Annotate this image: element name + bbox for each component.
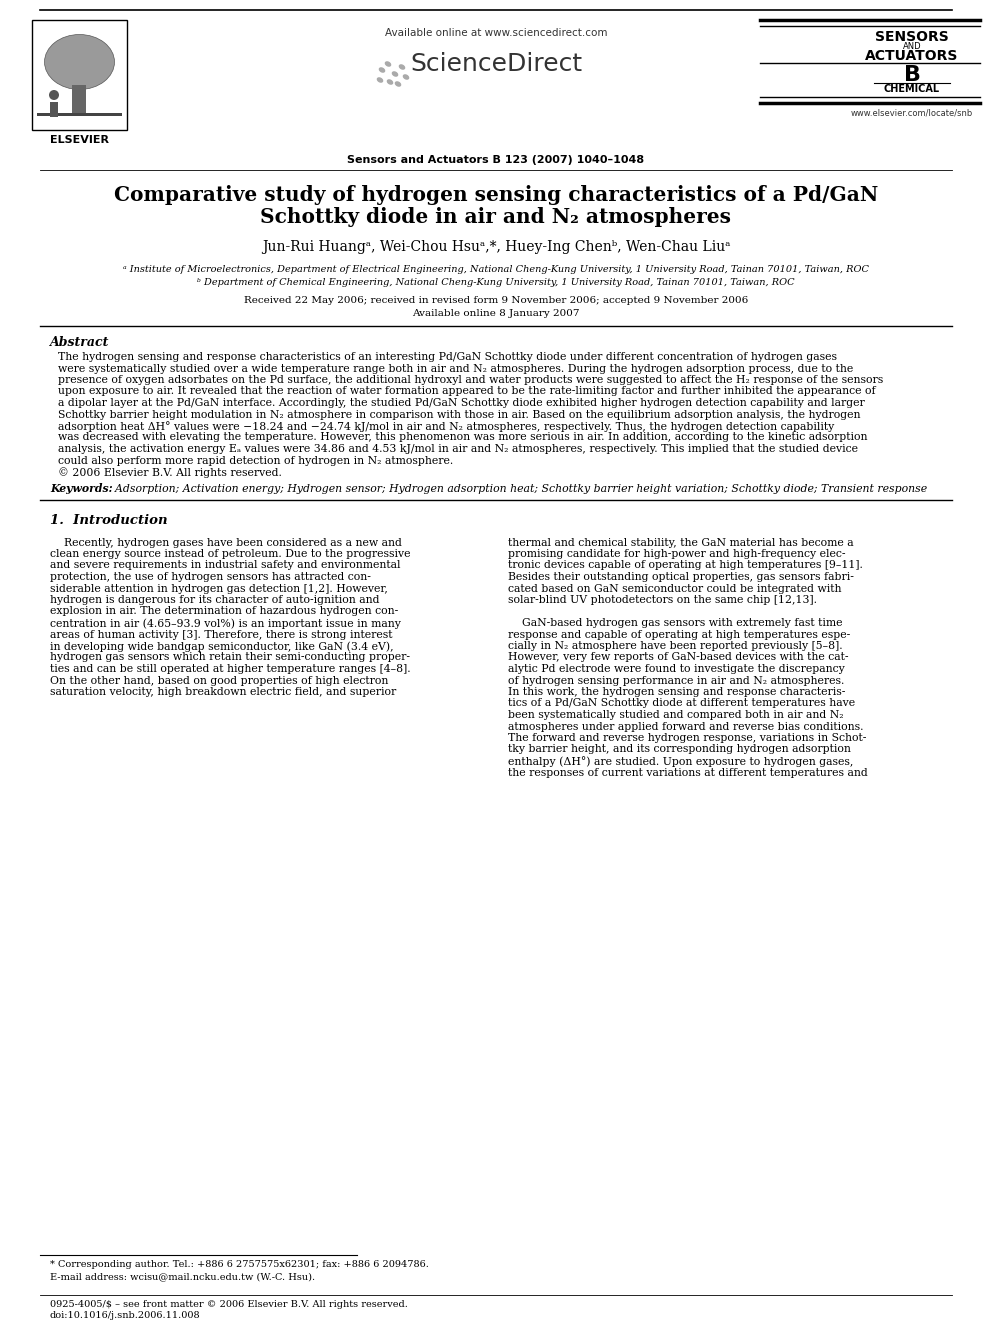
Text: In this work, the hydrogen sensing and response characteris-: In this work, the hydrogen sensing and r… bbox=[508, 687, 845, 697]
Text: ScienceDirect: ScienceDirect bbox=[410, 52, 582, 75]
Text: On the other hand, based on good properties of high electron: On the other hand, based on good propert… bbox=[50, 676, 389, 685]
Text: could also perform more rapid detection of hydrogen in N₂ atmosphere.: could also perform more rapid detection … bbox=[58, 455, 453, 466]
Text: saturation velocity, high breakdown electric field, and superior: saturation velocity, high breakdown elec… bbox=[50, 687, 396, 697]
Text: ᵃ Institute of Microelectronics, Department of Electrical Engineering, National : ᵃ Institute of Microelectronics, Departm… bbox=[123, 265, 869, 274]
Text: tronic devices capable of operating at high temperatures [9–11].: tronic devices capable of operating at h… bbox=[508, 561, 863, 570]
Ellipse shape bbox=[399, 65, 406, 70]
Text: cated based on GaN semiconductor could be integrated with: cated based on GaN semiconductor could b… bbox=[508, 583, 841, 594]
Text: * Corresponding author. Tel.: +886 6 2757575x62301; fax: +886 6 2094786.: * Corresponding author. Tel.: +886 6 275… bbox=[50, 1259, 429, 1269]
Text: in developing wide bandgap semiconductor, like GaN (3.4 eV),: in developing wide bandgap semiconductor… bbox=[50, 642, 394, 651]
Ellipse shape bbox=[45, 34, 114, 90]
Text: www.elsevier.com/locate/snb: www.elsevier.com/locate/snb bbox=[851, 108, 973, 116]
Text: However, very few reports of GaN-based devices with the cat-: However, very few reports of GaN-based d… bbox=[508, 652, 848, 663]
Text: atmospheres under applied forward and reverse bias conditions.: atmospheres under applied forward and re… bbox=[508, 721, 863, 732]
Text: thermal and chemical stability, the GaN material has become a: thermal and chemical stability, the GaN … bbox=[508, 537, 854, 548]
Text: Schottky barrier height modulation in N₂ atmosphere in comparison with those in : Schottky barrier height modulation in N₂… bbox=[58, 410, 860, 419]
Text: tics of a Pd/GaN Schottky diode at different temperatures have: tics of a Pd/GaN Schottky diode at diffe… bbox=[508, 699, 855, 709]
Text: a dipolar layer at the Pd/GaN interface. Accordingly, the studied Pd/GaN Schottk: a dipolar layer at the Pd/GaN interface.… bbox=[58, 398, 865, 407]
Text: explosion in air. The determination of hazardous hydrogen con-: explosion in air. The determination of h… bbox=[50, 606, 398, 617]
Text: response and capable of operating at high temperatures espe-: response and capable of operating at hig… bbox=[508, 630, 850, 639]
Text: Sensors and Actuators B 123 (2007) 1040–1048: Sensors and Actuators B 123 (2007) 1040–… bbox=[347, 155, 645, 165]
Ellipse shape bbox=[385, 61, 391, 66]
Text: the responses of current variations at different temperatures and: the responses of current variations at d… bbox=[508, 767, 868, 778]
Text: ACTUATORS: ACTUATORS bbox=[865, 49, 958, 64]
Text: Adsorption; Activation energy; Hydrogen sensor; Hydrogen adsorption heat; Schott: Adsorption; Activation energy; Hydrogen … bbox=[108, 483, 928, 493]
Text: analysis, the activation energy Eₐ values were 34.86 and 4.53 kJ/mol in air and : analysis, the activation energy Eₐ value… bbox=[58, 445, 858, 454]
Text: and severe requirements in industrial safety and environmental: and severe requirements in industrial sa… bbox=[50, 561, 401, 570]
Text: ties and can be still operated at higher temperature ranges [4–8].: ties and can be still operated at higher… bbox=[50, 664, 411, 673]
Text: E-mail address: wcisu@mail.ncku.edu.tw (W.-C. Hsu).: E-mail address: wcisu@mail.ncku.edu.tw (… bbox=[50, 1271, 315, 1281]
Text: The hydrogen sensing and response characteristics of an interesting Pd/GaN Schot: The hydrogen sensing and response charac… bbox=[58, 352, 837, 363]
Text: clean energy source instead of petroleum. Due to the progressive: clean energy source instead of petroleum… bbox=[50, 549, 411, 560]
Text: were systematically studied over a wide temperature range both in air and N₂ atm: were systematically studied over a wide … bbox=[58, 364, 853, 373]
Text: siderable attention in hydrogen gas detection [1,2]. However,: siderable attention in hydrogen gas dete… bbox=[50, 583, 388, 594]
Text: © 2006 Elsevier B.V. All rights reserved.: © 2006 Elsevier B.V. All rights reserved… bbox=[58, 467, 282, 478]
Text: 1.  Introduction: 1. Introduction bbox=[50, 513, 168, 527]
Text: solar-blind UV photodetectors on the same chip [12,13].: solar-blind UV photodetectors on the sam… bbox=[508, 595, 817, 605]
Ellipse shape bbox=[377, 77, 383, 83]
Text: 0925-4005/$ – see front matter © 2006 Elsevier B.V. All rights reserved.: 0925-4005/$ – see front matter © 2006 El… bbox=[50, 1301, 408, 1308]
Text: was decreased with elevating the temperature. However, this phenomenon was more : was decreased with elevating the tempera… bbox=[58, 433, 867, 442]
Text: Jun-Rui Huangᵃ, Wei-Chou Hsuᵃ,*, Huey-Ing Chenᵇ, Wen-Chau Liuᵃ: Jun-Rui Huangᵃ, Wei-Chou Hsuᵃ,*, Huey-In… bbox=[262, 239, 730, 254]
Text: of hydrogen sensing performance in air and N₂ atmospheres.: of hydrogen sensing performance in air a… bbox=[508, 676, 844, 685]
Text: cially in N₂ atmosphere have been reported previously [5–8].: cially in N₂ atmosphere have been report… bbox=[508, 642, 842, 651]
Text: Received 22 May 2006; received in revised form 9 November 2006; accepted 9 Novem: Received 22 May 2006; received in revise… bbox=[244, 296, 748, 306]
Ellipse shape bbox=[395, 81, 402, 87]
Text: Keywords:: Keywords: bbox=[50, 483, 113, 495]
Text: centration in air (4.65–93.9 vol%) is an important issue in many: centration in air (4.65–93.9 vol%) is an… bbox=[50, 618, 401, 628]
Text: been systematically studied and compared both in air and N₂: been systematically studied and compared… bbox=[508, 710, 843, 720]
Ellipse shape bbox=[403, 74, 410, 79]
Text: The forward and reverse hydrogen response, variations in Schot-: The forward and reverse hydrogen respons… bbox=[508, 733, 866, 744]
Text: Recently, hydrogen gases have been considered as a new and: Recently, hydrogen gases have been consi… bbox=[50, 537, 402, 548]
Bar bbox=[50, 102, 58, 116]
Text: AND: AND bbox=[903, 42, 922, 52]
Text: Schottky diode in air and N₂ atmospheres: Schottky diode in air and N₂ atmospheres bbox=[261, 206, 731, 228]
Text: presence of oxygen adsorbates on the Pd surface, the additional hydroxyl and wat: presence of oxygen adsorbates on the Pd … bbox=[58, 374, 883, 385]
Bar bbox=[72, 85, 86, 115]
Bar bbox=[37, 112, 122, 116]
Text: B: B bbox=[904, 65, 921, 85]
Text: hydrogen gas sensors which retain their semi-conducting proper-: hydrogen gas sensors which retain their … bbox=[50, 652, 410, 663]
Ellipse shape bbox=[49, 90, 59, 101]
Text: Abstract: Abstract bbox=[50, 336, 109, 349]
Text: areas of human activity [3]. Therefore, there is strong interest: areas of human activity [3]. Therefore, … bbox=[50, 630, 393, 639]
Text: Available online at www.sciencedirect.com: Available online at www.sciencedirect.co… bbox=[385, 28, 607, 38]
Ellipse shape bbox=[387, 79, 393, 85]
Ellipse shape bbox=[379, 67, 385, 73]
Text: Comparative study of hydrogen sensing characteristics of a Pd/GaN: Comparative study of hydrogen sensing ch… bbox=[114, 185, 878, 205]
Text: doi:10.1016/j.snb.2006.11.008: doi:10.1016/j.snb.2006.11.008 bbox=[50, 1311, 200, 1320]
Bar bbox=[32, 20, 127, 130]
Text: promising candidate for high-power and high-frequency elec-: promising candidate for high-power and h… bbox=[508, 549, 845, 560]
Text: upon exposure to air. It revealed that the reaction of water formation appeared : upon exposure to air. It revealed that t… bbox=[58, 386, 876, 397]
Text: ᵇ Department of Chemical Engineering, National Cheng-Kung University, 1 Universi: ᵇ Department of Chemical Engineering, Na… bbox=[197, 278, 795, 287]
Text: ELSEVIER: ELSEVIER bbox=[50, 135, 109, 146]
Text: SENSORS: SENSORS bbox=[875, 30, 949, 44]
Text: Besides their outstanding optical properties, gas sensors fabri-: Besides their outstanding optical proper… bbox=[508, 572, 854, 582]
Text: GaN-based hydrogen gas sensors with extremely fast time: GaN-based hydrogen gas sensors with extr… bbox=[508, 618, 842, 628]
Text: alytic Pd electrode were found to investigate the discrepancy: alytic Pd electrode were found to invest… bbox=[508, 664, 845, 673]
Ellipse shape bbox=[392, 71, 398, 77]
Text: tky barrier height, and its corresponding hydrogen adsorption: tky barrier height, and its correspondin… bbox=[508, 745, 851, 754]
Text: protection, the use of hydrogen sensors has attracted con-: protection, the use of hydrogen sensors … bbox=[50, 572, 371, 582]
Text: enthalpy (ΔH°) are studied. Upon exposure to hydrogen gases,: enthalpy (ΔH°) are studied. Upon exposur… bbox=[508, 755, 853, 767]
Text: Available online 8 January 2007: Available online 8 January 2007 bbox=[413, 310, 579, 318]
Text: hydrogen is dangerous for its character of auto-ignition and: hydrogen is dangerous for its character … bbox=[50, 595, 380, 605]
Text: CHEMICAL: CHEMICAL bbox=[884, 83, 940, 94]
Text: adsorption heat ΔH° values were −18.24 and −24.74 kJ/mol in air and N₂ atmospher: adsorption heat ΔH° values were −18.24 a… bbox=[58, 421, 834, 431]
